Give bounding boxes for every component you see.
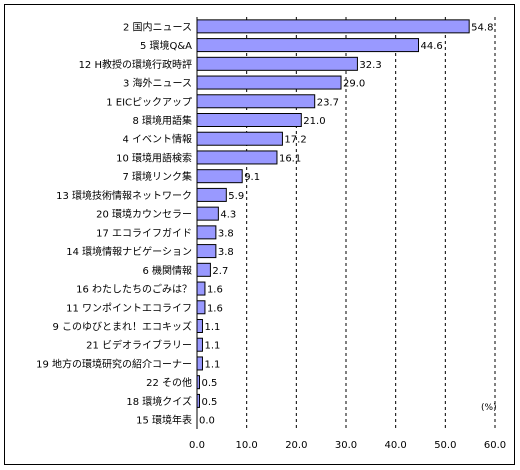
bars (196, 19, 470, 408)
value-label: 16.1 (279, 153, 301, 164)
bar (196, 19, 470, 34)
value-label: 1.6 (207, 285, 223, 296)
category-label: 21 ビデオライブラリー (86, 339, 192, 352)
value-label: 17.2 (284, 135, 306, 146)
unit-label: (%) (481, 403, 497, 413)
category-label: 5 環境Q&A (140, 39, 192, 52)
x-tick-label: 20.0 (285, 440, 307, 451)
x-tick-label: 0.0 (189, 440, 205, 451)
category-label: 13 環境技術情報ネットワーク (56, 189, 192, 202)
category-label: 4 イベント情報 (122, 133, 192, 146)
bar (196, 206, 219, 221)
x-tick-label: 40.0 (385, 440, 407, 451)
value-label: 1.1 (204, 322, 220, 333)
category-label: 17 エコライフガイド (96, 227, 192, 239)
bar (196, 300, 206, 315)
category-label: 10 環境用語検索 (116, 151, 192, 164)
category-label: 16 わたしたちのごみは？ (76, 283, 192, 296)
value-label: 44.6 (421, 41, 443, 52)
category-label: 11 ワンポイントエコライフ (66, 302, 192, 314)
value-label: 1.6 (207, 303, 223, 314)
value-label: 0.5 (201, 378, 217, 389)
category-label: 12 H教授の環境行政時評 (79, 58, 192, 71)
x-tick-label: 60.0 (484, 440, 506, 451)
category-labels: 2 国内ニュース 5 環境Q&A 12 H教授の環境行政時評 3 海外ニュース 1 EI… (36, 20, 192, 426)
category-label: 18 環境クイズ (126, 395, 192, 408)
bar (196, 337, 203, 352)
value-label: 0.0 (199, 416, 215, 427)
value-label: 54.8 (471, 22, 493, 33)
x-tick-label: 30.0 (335, 440, 357, 451)
value-label: 0.5 (201, 397, 217, 408)
bar (196, 56, 358, 71)
value-label: 1.1 (204, 341, 220, 352)
category-label: 19 地方の環境研究の紹介コーナー (36, 357, 192, 370)
bar (196, 150, 278, 165)
value-label: 9.1 (244, 172, 260, 183)
bar (196, 281, 206, 296)
bar (196, 187, 227, 202)
category-label: 8 環境用語集 (132, 114, 192, 127)
value-label: 21.0 (303, 116, 325, 127)
value-label: 29.0 (343, 79, 365, 90)
category-label: 6 機関情報 (142, 264, 192, 277)
bar (196, 113, 302, 127)
bar (196, 319, 203, 333)
category-label: 9 このゆびとまれ！エコキッズ (52, 320, 192, 333)
bar (196, 356, 203, 371)
category-label: 7 環境リンク集 (122, 170, 192, 183)
bar (196, 262, 211, 277)
value-label: 32.3 (359, 60, 381, 71)
category-label: 2 国内ニュース (123, 20, 192, 33)
bar (196, 225, 217, 240)
value-label: 3.8 (218, 247, 234, 258)
bar (196, 131, 283, 146)
category-label: 22 その他 (146, 376, 192, 389)
category-label: 3 海外ニュース (123, 77, 192, 90)
value-labels: 54.8 44.6 32.3 29.0 23.7 21.0 17.2 16.1 9.15.9 4.… (199, 22, 493, 426)
value-label: 23.7 (317, 97, 339, 108)
bar (196, 94, 316, 109)
x-axis-ticks: 0.0 10.0 20.0 30.0 40.0 50.0 60.0 (189, 440, 506, 451)
bar (196, 169, 243, 184)
value-label: 3.8 (218, 228, 234, 239)
bar (196, 244, 217, 259)
category-label: 1 EICピックアップ (106, 96, 192, 108)
bar (196, 38, 420, 53)
value-label: 1.1 (204, 359, 220, 370)
x-tick-label: 50.0 (434, 440, 456, 451)
category-label: 20 環境カウンセラー (96, 208, 192, 221)
x-tick-label: 10.0 (236, 440, 258, 451)
category-label: 15 環境年表 (136, 414, 192, 427)
value-label: 5.9 (228, 191, 244, 202)
value-label: 4.3 (220, 210, 236, 221)
value-label: 2.7 (212, 266, 228, 277)
category-label: 14 環境情報ナビゲーション (66, 245, 192, 258)
bar (196, 75, 342, 90)
